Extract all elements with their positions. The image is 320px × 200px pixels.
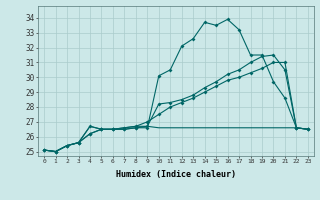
X-axis label: Humidex (Indice chaleur): Humidex (Indice chaleur) (116, 170, 236, 179)
